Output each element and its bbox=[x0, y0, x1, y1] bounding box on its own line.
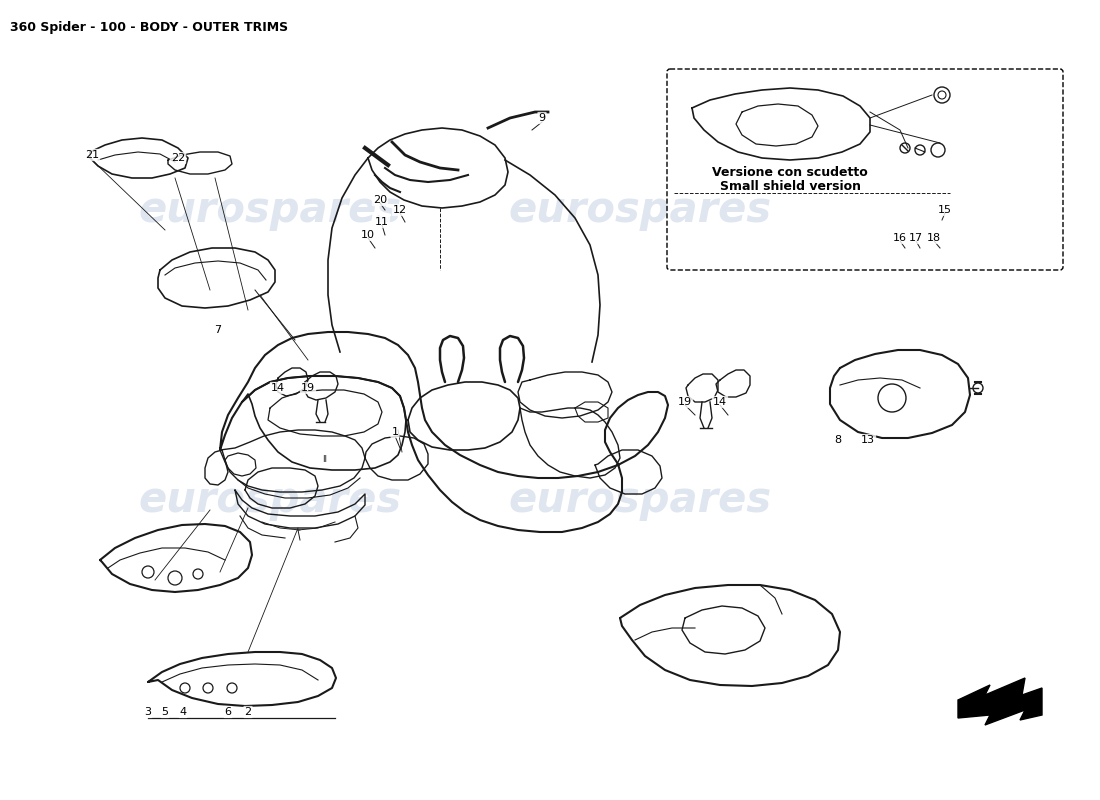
Text: 7: 7 bbox=[214, 325, 221, 335]
Text: 13: 13 bbox=[861, 435, 875, 445]
Text: 3: 3 bbox=[144, 707, 152, 717]
Text: 19: 19 bbox=[678, 397, 692, 407]
Text: 1: 1 bbox=[392, 427, 398, 437]
Text: eurospares: eurospares bbox=[139, 189, 402, 231]
Text: 20: 20 bbox=[373, 195, 387, 205]
Text: 16: 16 bbox=[893, 233, 907, 243]
Text: 18: 18 bbox=[927, 233, 942, 243]
Text: 19: 19 bbox=[301, 383, 315, 393]
Text: eurospares: eurospares bbox=[508, 189, 771, 231]
Text: 21: 21 bbox=[85, 150, 99, 160]
Text: eurospares: eurospares bbox=[139, 479, 402, 521]
Text: Small shield version: Small shield version bbox=[719, 179, 860, 193]
Text: 5: 5 bbox=[162, 707, 168, 717]
Text: 15: 15 bbox=[938, 205, 952, 215]
Text: 6: 6 bbox=[224, 707, 231, 717]
Text: 12: 12 bbox=[393, 205, 407, 215]
Text: eurospares: eurospares bbox=[508, 479, 771, 521]
Text: 2: 2 bbox=[244, 707, 252, 717]
Text: Versione con scudetto: Versione con scudetto bbox=[712, 166, 868, 178]
Text: 8: 8 bbox=[835, 435, 842, 445]
Text: 14: 14 bbox=[271, 383, 285, 393]
Text: 17: 17 bbox=[909, 233, 923, 243]
Polygon shape bbox=[958, 678, 1042, 725]
Text: 14: 14 bbox=[713, 397, 727, 407]
Text: 22: 22 bbox=[170, 153, 185, 163]
Text: 10: 10 bbox=[361, 230, 375, 240]
Text: 360 Spider - 100 - BODY - OUTER TRIMS: 360 Spider - 100 - BODY - OUTER TRIMS bbox=[10, 22, 288, 34]
Text: 9: 9 bbox=[538, 113, 546, 123]
Text: II: II bbox=[322, 455, 328, 465]
Text: 11: 11 bbox=[375, 217, 389, 227]
Text: 4: 4 bbox=[179, 707, 187, 717]
